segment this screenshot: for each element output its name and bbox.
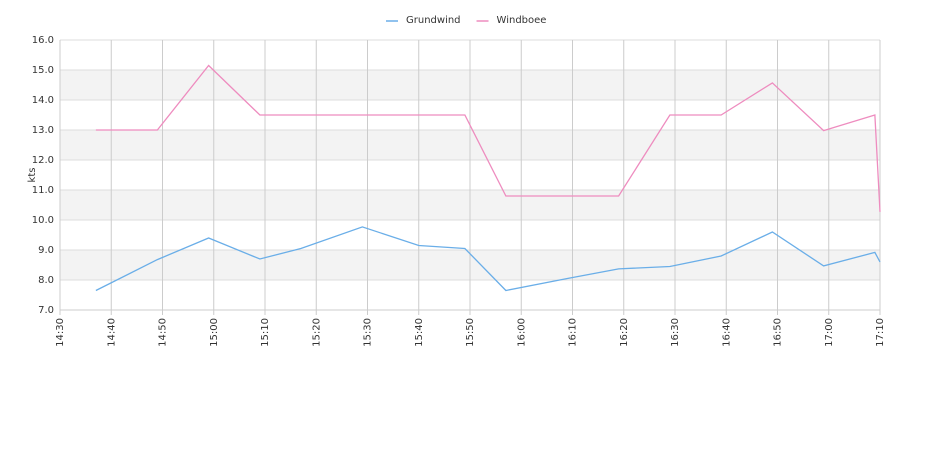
series-line bbox=[95, 64, 881, 212]
legend-label: Windboee bbox=[497, 15, 547, 26]
x-tick-label: 16:50 bbox=[773, 318, 784, 347]
x-tick-label: 16:20 bbox=[619, 318, 630, 347]
x-tick-label: 15:10 bbox=[260, 318, 271, 347]
x-tick-label: 16:40 bbox=[721, 318, 732, 347]
y-tick-label: 11.0 bbox=[32, 185, 54, 196]
x-tick-label: 15:50 bbox=[465, 318, 476, 347]
x-tick-label: 16:30 bbox=[670, 318, 681, 347]
y-tick-label: 14.0 bbox=[32, 95, 54, 106]
x-tick-label: 15:40 bbox=[414, 318, 425, 347]
y-tick-label: 15.0 bbox=[32, 65, 54, 76]
series-line bbox=[95, 226, 881, 292]
x-tick-label: 14:40 bbox=[106, 318, 117, 347]
x-tick-label: 15:00 bbox=[209, 318, 220, 347]
x-tick-label: 15:20 bbox=[311, 318, 322, 347]
y-tick-label: 12.0 bbox=[32, 155, 54, 166]
y-tick-label: 13.0 bbox=[32, 125, 54, 136]
x-tick-label: 14:30 bbox=[55, 318, 66, 347]
y-tick-label: 10.0 bbox=[32, 215, 54, 226]
y-tick-label: 16.0 bbox=[32, 35, 54, 46]
x-tick-label: 16:10 bbox=[568, 318, 579, 347]
x-tick-label: 17:10 bbox=[875, 318, 886, 347]
x-tick-label: 15:30 bbox=[363, 318, 374, 347]
y-axis-label: kts bbox=[27, 168, 38, 183]
y-tick-label: 8.0 bbox=[38, 275, 54, 286]
y-tick-label: 7.0 bbox=[38, 305, 54, 316]
x-tick-label: 17:00 bbox=[824, 318, 835, 347]
x-tick-label: 14:50 bbox=[158, 318, 169, 347]
x-tick-label: 16:00 bbox=[516, 318, 527, 347]
legend-label: Grundwind bbox=[406, 15, 461, 26]
y-tick-label: 9.0 bbox=[38, 245, 54, 256]
